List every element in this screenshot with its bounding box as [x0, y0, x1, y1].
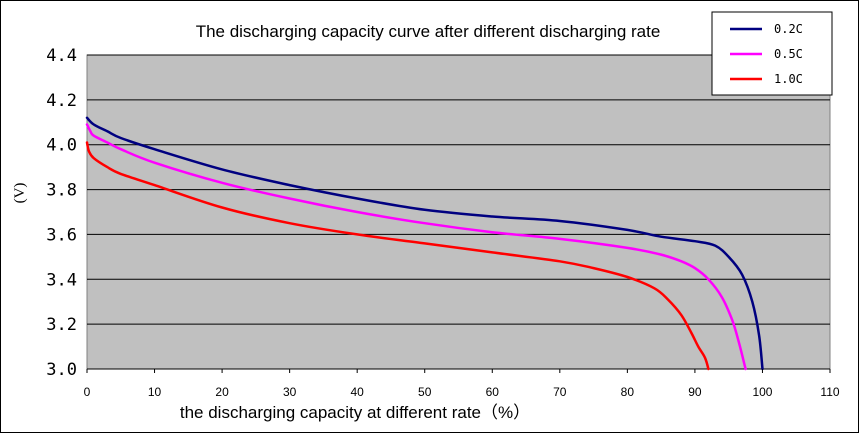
legend-label: 0.2C — [774, 22, 803, 36]
series-line-1.0C — [85, 141, 710, 371]
x-tick-label: 60 — [486, 385, 500, 399]
x-tick-label: 90 — [688, 385, 702, 399]
legend: 0.2C 0.5C 1.0C — [711, 11, 833, 96]
legend-box — [711, 11, 833, 96]
y-tick-label: 3.8 — [46, 181, 77, 201]
x-tick-label: 40 — [351, 385, 365, 399]
y-tick-label: 4.4 — [46, 46, 77, 66]
y-tick-label: 3.6 — [46, 225, 77, 245]
x-tick-label: 110 — [820, 385, 839, 399]
y-axis-label: (V) — [12, 183, 28, 204]
series-line-0.5C — [85, 123, 747, 371]
x-tick-label: 80 — [621, 385, 635, 399]
x-tick-label: 0 — [84, 385, 91, 399]
plot-area — [86, 54, 831, 370]
y-tick-label: 3.2 — [46, 315, 77, 335]
legend-label: 0.5C — [774, 47, 803, 61]
legend-label: 1.0C — [774, 72, 803, 86]
chart-title: The discharging capacity curve after dif… — [196, 22, 661, 41]
x-tick-label: 30 — [283, 385, 297, 399]
legend-items: 0.2C 0.5C 1.0C — [730, 22, 803, 86]
y-tick-label: 4.2 — [46, 91, 77, 111]
y-tick-label: 3.0 — [46, 360, 77, 380]
x-tick-label: 70 — [553, 385, 567, 399]
series-lines — [85, 116, 764, 371]
y-tick-labels: 3.0 3.2 3.4 3.6 3.8 4.0 4.2 4.4 — [46, 46, 77, 380]
y-tick-label: 3.4 — [46, 270, 77, 290]
x-tick-label: 10 — [148, 385, 162, 399]
x-tick-label: 50 — [418, 385, 432, 399]
x-tick-label: 20 — [215, 385, 229, 399]
y-tick-label: 4.0 — [46, 136, 77, 156]
gridlines — [87, 54, 830, 370]
series-line-0.2C — [85, 116, 764, 371]
x-axis-label: the discharging capacity at different ra… — [180, 403, 530, 422]
x-tick-label: 100 — [752, 385, 772, 399]
x-tick-labels: 0 10 20 30 40 50 60 70 80 90 100 110 — [84, 369, 840, 399]
